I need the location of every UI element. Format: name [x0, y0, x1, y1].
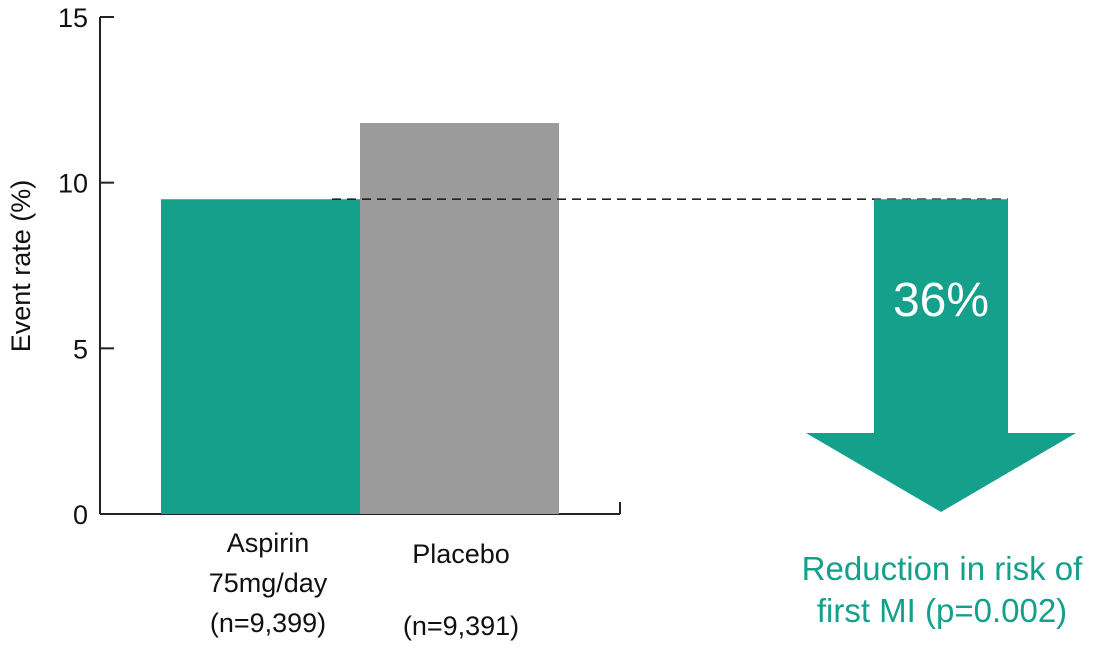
reduction-caption: Reduction in risk of first MI (p=0.002) — [802, 550, 1083, 629]
caption-line: Reduction in risk of — [802, 550, 1083, 587]
y-tick-label: 15 — [58, 3, 88, 33]
x-tick-label-line: Aspirin — [227, 528, 310, 558]
y-tick-label: 5 — [73, 334, 88, 364]
reduction-arrow: 36% — [806, 199, 1076, 512]
bars — [161, 123, 559, 514]
bar-0 — [161, 199, 360, 514]
y-tick-label: 10 — [58, 169, 88, 199]
x-tick-label-line: (n=9,399) — [210, 608, 326, 638]
x-tick-label-line: 75mg/day — [209, 568, 328, 598]
caption-line: first MI (p=0.002) — [817, 592, 1067, 629]
y-tick-label: 0 — [73, 500, 88, 530]
y-axis: 0 5 10 15 Event rate (%) — [6, 3, 114, 530]
x-tick-label-line: Placebo — [412, 539, 510, 569]
reduction-percent-label: 36% — [893, 274, 989, 327]
x-tick-labels: Aspirin 75mg/day (n=9,399) Placebo (n=9,391) — [209, 502, 621, 641]
x-tick-label-line: (n=9,391) — [403, 611, 519, 641]
y-axis-label: Event rate (%) — [6, 180, 36, 353]
down-arrow-icon — [806, 199, 1076, 512]
bar-1 — [360, 123, 559, 514]
y-ticks: 0 5 10 15 — [58, 3, 114, 530]
